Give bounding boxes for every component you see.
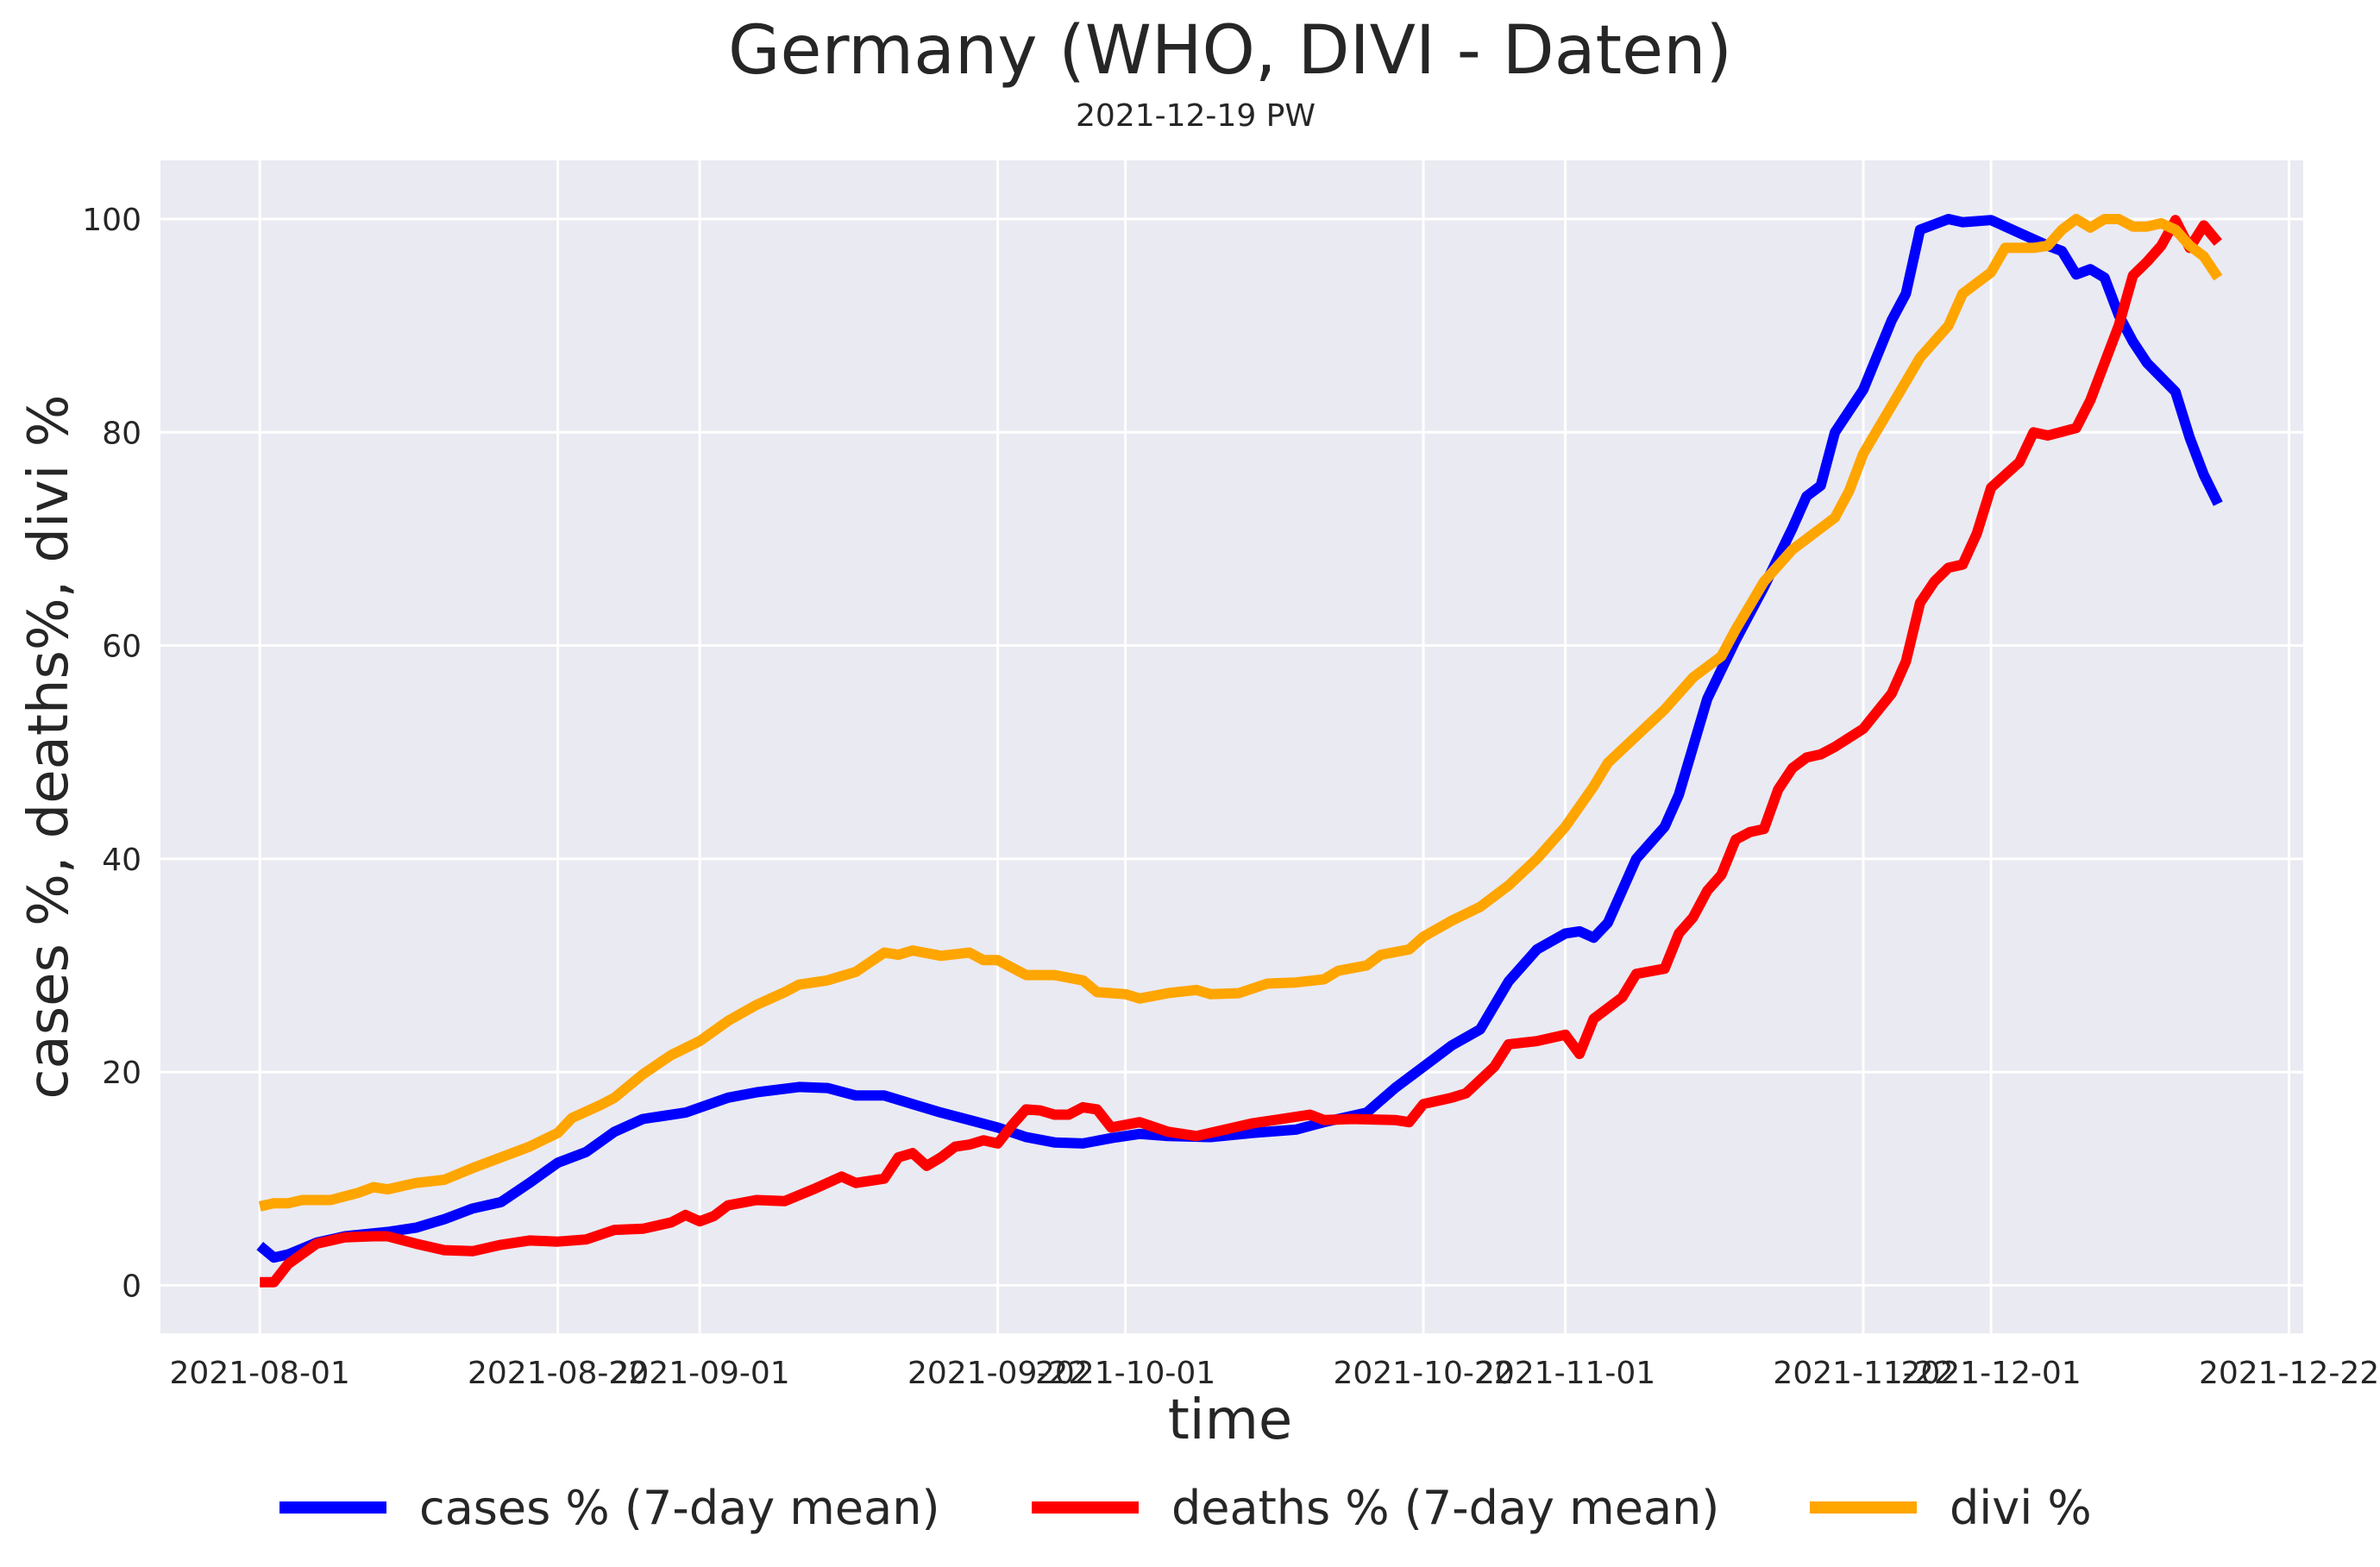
chart-title: Germany (WHO, DIVI - Daten) [728, 12, 1732, 90]
x-tick-label: 2021-10-01 [1035, 1356, 1215, 1391]
y-axis-label: cases %, deaths%, divi % [17, 394, 81, 1099]
series-line-3 [258, 214, 2223, 1212]
x-tick-label: 2021-10-22 [1333, 1356, 1513, 1391]
legend-item-3: divi % [1810, 1481, 2092, 1535]
series-layer [256, 214, 2223, 1288]
y-tick-label: 60 [102, 630, 141, 665]
y-tick-label: 40 [102, 843, 141, 878]
legend-label: divi % [1950, 1481, 2092, 1535]
y-tick-label: 100 [82, 203, 141, 238]
legend: cases % (7-day mean) deaths % (7-day mean… [279, 1481, 2092, 1535]
y-tick-label: 80 [102, 416, 141, 451]
series-line-2 [260, 215, 2222, 1288]
x-tick-label: 2021-09-22 [907, 1356, 1088, 1391]
x-tick-label: 2021-11-01 [1475, 1356, 1655, 1391]
x-tick-label: 2021-09-01 [610, 1356, 790, 1391]
x-tick-label: 2021-12-22 [2199, 1356, 2379, 1391]
x-tick-label: 2021-11-22 [1773, 1356, 1953, 1391]
x-tick-label: 2021-08-22 [468, 1356, 648, 1391]
legend-item-2: deaths % (7-day mean) [1032, 1481, 1719, 1535]
x-tick-label: 2021-08-01 [170, 1356, 350, 1391]
y-tick-label: 20 [102, 1056, 141, 1091]
chart-subtitle: 2021-12-19 PW [1076, 98, 1316, 134]
legend-item-1: cases % (7-day mean) [279, 1481, 940, 1535]
series-line-1 [256, 214, 2223, 1263]
legend-label: deaths % (7-day mean) [1171, 1481, 1719, 1535]
x-axis-label: time [1168, 1388, 1293, 1452]
plot-area [160, 160, 2303, 1333]
x-tick-label: 2021-12-01 [1900, 1356, 2081, 1391]
y-tick-label: 0 [122, 1269, 141, 1304]
grid [160, 160, 2303, 1333]
legend-label: cases % (7-day mean) [419, 1481, 940, 1535]
